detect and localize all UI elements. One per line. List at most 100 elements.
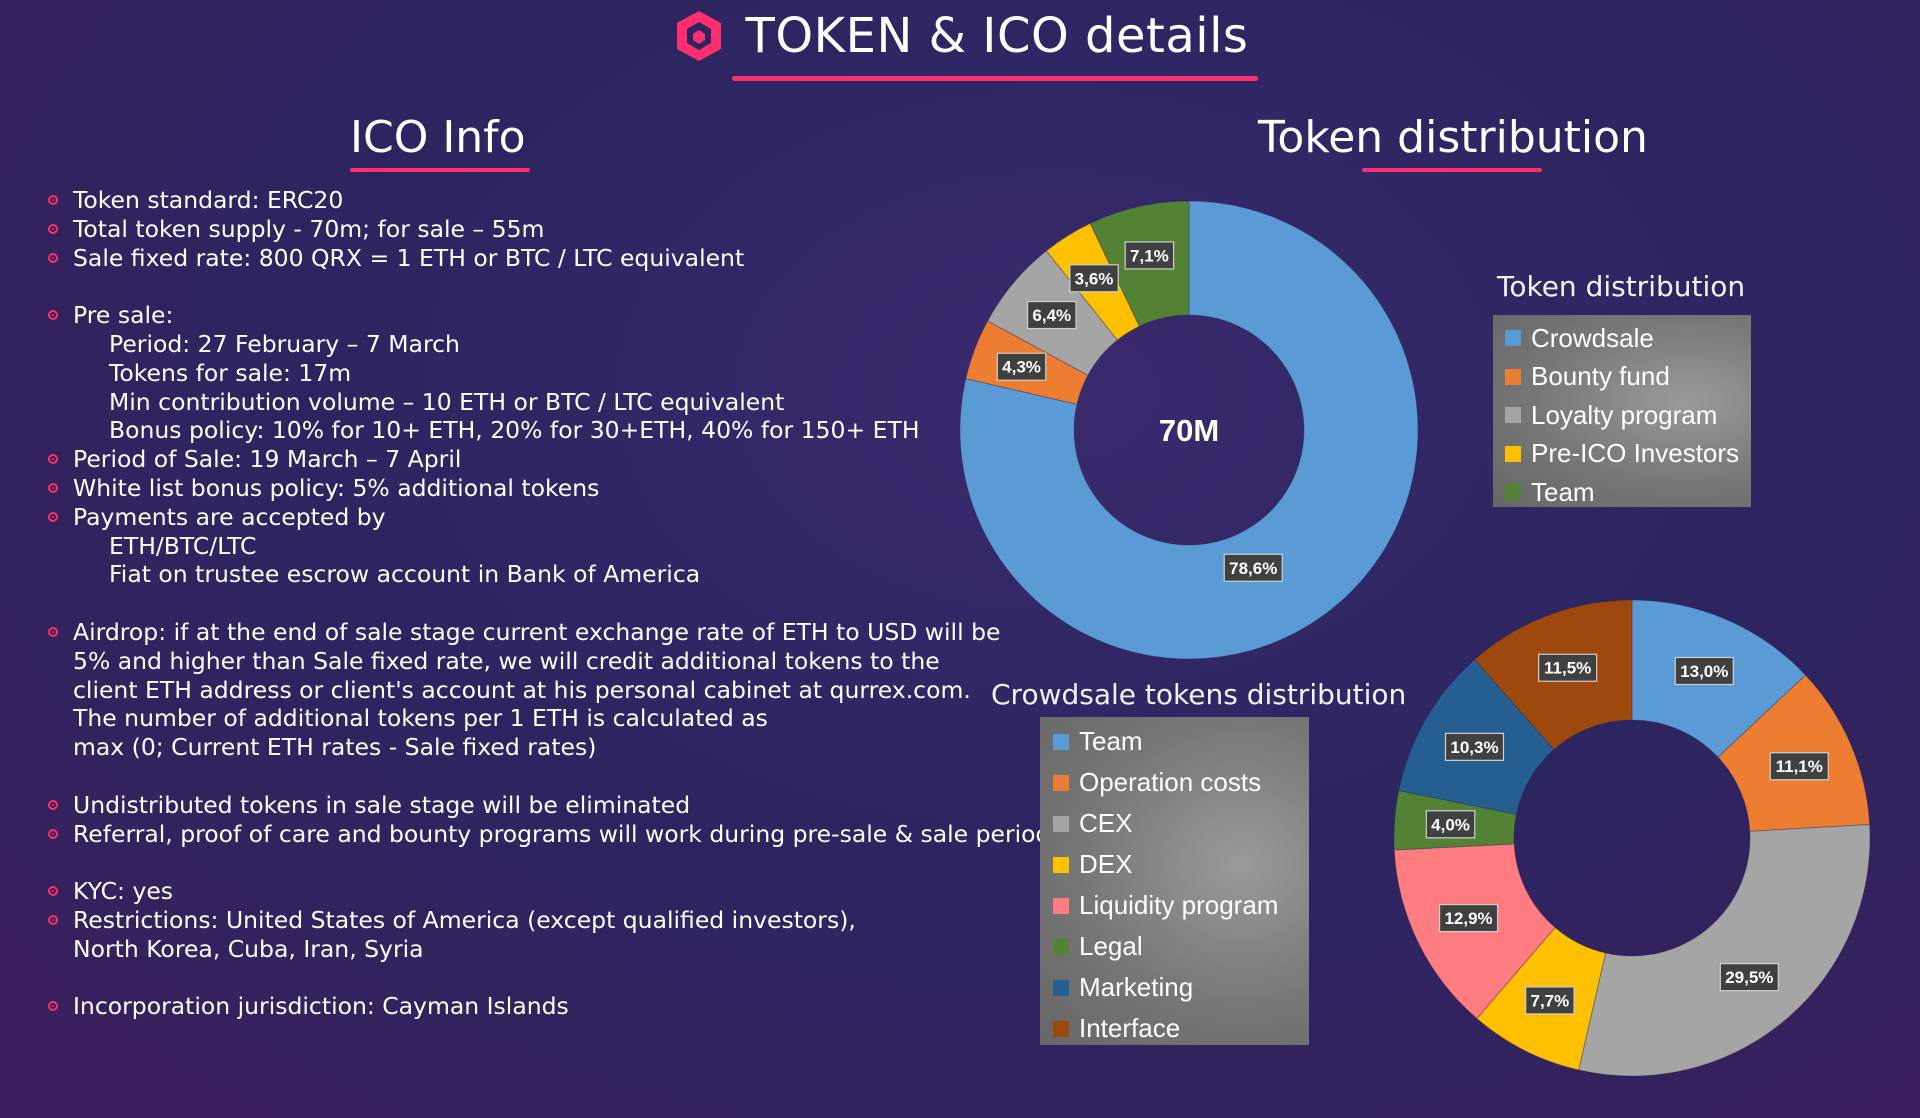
info-text: Tokens for sale: 17m: [109, 358, 352, 387]
info-line: Tokens for sale: 17m: [44, 359, 1034, 388]
token-distribution-title: Token distribution: [1258, 112, 1648, 163]
data-label-box: [1674, 656, 1734, 686]
bullet-icon: [48, 454, 58, 465]
legend-label: Team: [1079, 726, 1143, 756]
data-label-box: [1769, 752, 1829, 781]
ico-info-list: Token standard: ERC20 Total token supply …: [44, 186, 1050, 1021]
info-line: 5% and higher than Sale fixed rate, we w…: [44, 647, 1034, 676]
donut2-data-label: 11,5%: [1538, 653, 1598, 682]
bullet-icon: [48, 195, 58, 205]
legend-label: DEX: [1079, 849, 1133, 879]
info-text: The number of additional tokens per 1 ET…: [73, 704, 768, 733]
legend-label: CEX: [1079, 808, 1133, 838]
info-line: The number of additional tokens per 1 ET…: [44, 704, 1034, 733]
page-title: TOKEN & ICO details: [745, 8, 1249, 64]
data-label-box: [1425, 810, 1476, 839]
data-label-box: [1124, 241, 1175, 270]
info-line: Restrictions: United States of America (…: [44, 906, 1034, 935]
legend-item: DEX: [1053, 844, 1309, 885]
legend-label: Liquidity program: [1079, 890, 1279, 920]
logo-icon: [676, 11, 721, 61]
info-text: North Korea, Cuba, Iran, Syria: [73, 934, 424, 963]
bullet-icon: [48, 223, 58, 234]
donut1-data-label: 4,3%: [996, 352, 1047, 381]
legend-item: Marketing: [1053, 967, 1309, 1008]
bullet-icon: [48, 828, 58, 839]
info-text: Pre sale:: [73, 301, 174, 330]
info-line: Sale fixed rate: 800 QRX = 1 ETH or BTC …: [44, 244, 1034, 273]
chart1-legend-title: Token distribution: [1497, 270, 1746, 303]
data-label-box: [1026, 300, 1077, 330]
info-line: ETH/BTC/LTC: [44, 532, 1034, 561]
info-line: Period of Sale: 19 March – 7 April: [44, 445, 1034, 474]
info-line: Payments are accepted by: [44, 503, 1034, 532]
legend-item: Crowdsale: [1505, 319, 1751, 358]
info-line: Undistributed tokens in sale stage will …: [44, 791, 1034, 820]
legend-swatch: [1505, 484, 1521, 501]
info-line: Referral, proof of care and bounty progr…: [44, 820, 1050, 849]
data-label-box: [1438, 903, 1499, 933]
bullet-icon: [48, 799, 58, 810]
info-line: Bonus policy: 10% for 10+ ETH, 20% for 3…: [44, 416, 1034, 445]
info-text: Bonus policy: 10% for 10+ ETH, 20% for 3…: [109, 416, 920, 445]
info-text: White list bonus policy: 5% additional t…: [73, 473, 600, 502]
legend-item: Pre-ICO Investors: [1505, 435, 1751, 474]
data-label-text: 4,0%: [1431, 815, 1470, 834]
info-line: Period: 27 February – 7 March: [44, 330, 1034, 359]
legend-label: Loyalty program: [1531, 399, 1718, 430]
info-text: Sale fixed rate: 800 QRX = 1 ETH or BTC …: [73, 243, 745, 272]
donut1-data-label: 78,6%: [1223, 553, 1283, 582]
legend-label: Marketing: [1079, 972, 1194, 1002]
info-line: North Korea, Cuba, Iran, Syria: [44, 935, 1034, 964]
ico-info-title: ICO Info: [350, 112, 526, 163]
legend-item: Interface: [1053, 1008, 1309, 1049]
data-label-text: 11,5%: [1544, 659, 1591, 678]
data-label-box: [1444, 732, 1505, 761]
legend-label: Operation costs: [1079, 767, 1262, 797]
data-label-text: 11,1%: [1776, 757, 1823, 776]
legend-label: Crowdsale: [1531, 322, 1654, 353]
info-text: KYC: yes: [73, 877, 174, 906]
info-text: Fiat on trustee escrow account in Bank o…: [109, 560, 701, 589]
info-text: Airdrop: if at the end of sale stage cur…: [73, 617, 1001, 646]
ico-info-underline: [350, 168, 530, 172]
bullet-icon: [48, 511, 58, 522]
legend-swatch: [1053, 979, 1069, 996]
donut2-data-label: 12,9%: [1438, 903, 1499, 933]
donut1-slice-crowdsale: [959, 200, 1419, 660]
legend-label: Team: [1531, 476, 1595, 507]
chart1-legend: Crowdsale Bounty fund Loyalty program Pre-I…: [1493, 315, 1751, 507]
data-label-text: 7,1%: [1130, 246, 1169, 265]
legend-label: Interface: [1079, 1013, 1181, 1043]
donut2-data-label: 11,1%: [1769, 752, 1829, 781]
bullet-icon: [48, 252, 58, 263]
legend-item: Liquidity program: [1053, 885, 1309, 926]
bullet-icon: [48, 914, 58, 925]
legend-item: CEX: [1053, 803, 1309, 844]
data-label-text: 10,3%: [1450, 738, 1498, 757]
info-line: client ETH address or client's account a…: [44, 676, 1034, 705]
legend-item: Bounty fund: [1505, 358, 1751, 397]
token-distribution-underline: [1362, 168, 1542, 172]
info-line: Token standard: ERC20: [44, 186, 1034, 215]
info-text: ETH/BTC/LTC: [109, 531, 257, 560]
donut1-data-label: 7,1%: [1124, 241, 1175, 270]
legend-swatch: [1053, 815, 1069, 832]
legend-label: Pre-ICO Investors: [1531, 438, 1740, 469]
bullet-icon: [48, 1001, 58, 1012]
legend-item: Loyalty program: [1505, 396, 1751, 435]
legend-label: Bounty fund: [1531, 361, 1670, 392]
legend-swatch: [1505, 330, 1521, 347]
info-text: Referral, proof of care and bounty progr…: [73, 819, 1051, 848]
legend-label: Legal: [1079, 931, 1143, 961]
info-text: Incorporation jurisdiction: Cayman Islan…: [73, 992, 569, 1021]
legend-swatch: [1505, 407, 1521, 424]
data-label-box: [1538, 653, 1598, 682]
info-line: max (0; Current ETH rates - Sale fixed r…: [44, 733, 1034, 762]
info-line: White list bonus policy: 5% additional t…: [44, 474, 1034, 503]
legend-swatch: [1053, 1020, 1069, 1037]
data-label-text: 6,4%: [1032, 306, 1071, 325]
donut2-data-label: 7,7%: [1525, 986, 1575, 1015]
legend-swatch: [1053, 938, 1069, 955]
